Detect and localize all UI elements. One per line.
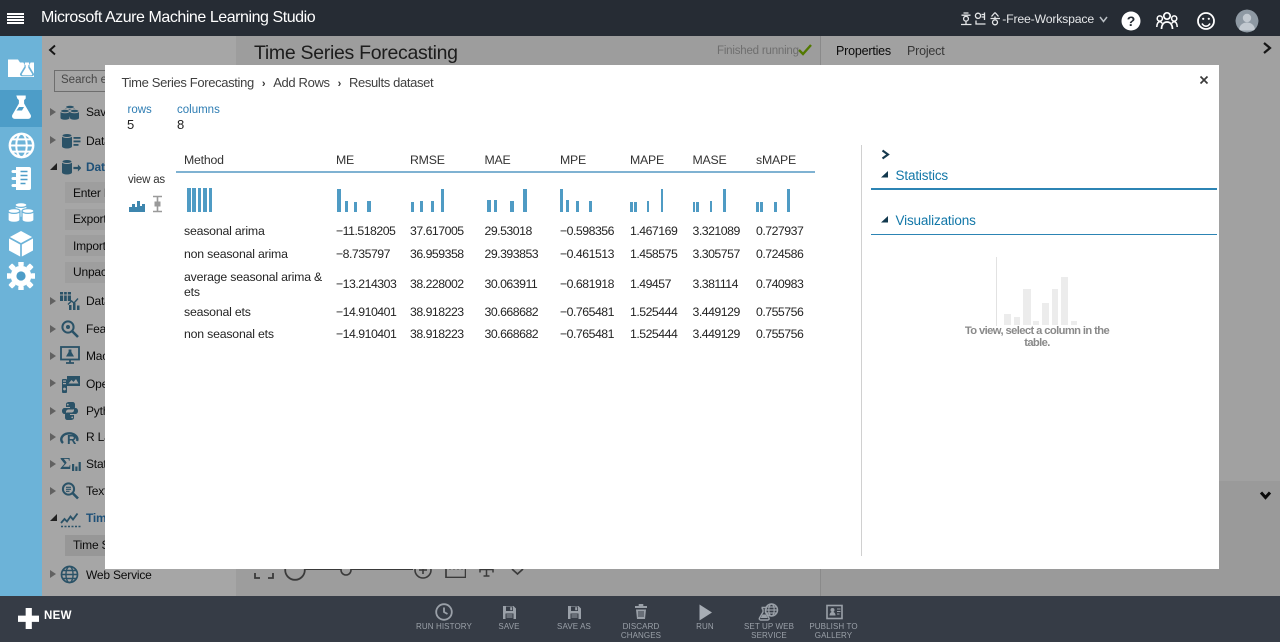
svg-text:?: ? [1127,13,1136,29]
svg-text:R: R [67,432,77,447]
svg-text:Σ: Σ [60,454,71,473]
